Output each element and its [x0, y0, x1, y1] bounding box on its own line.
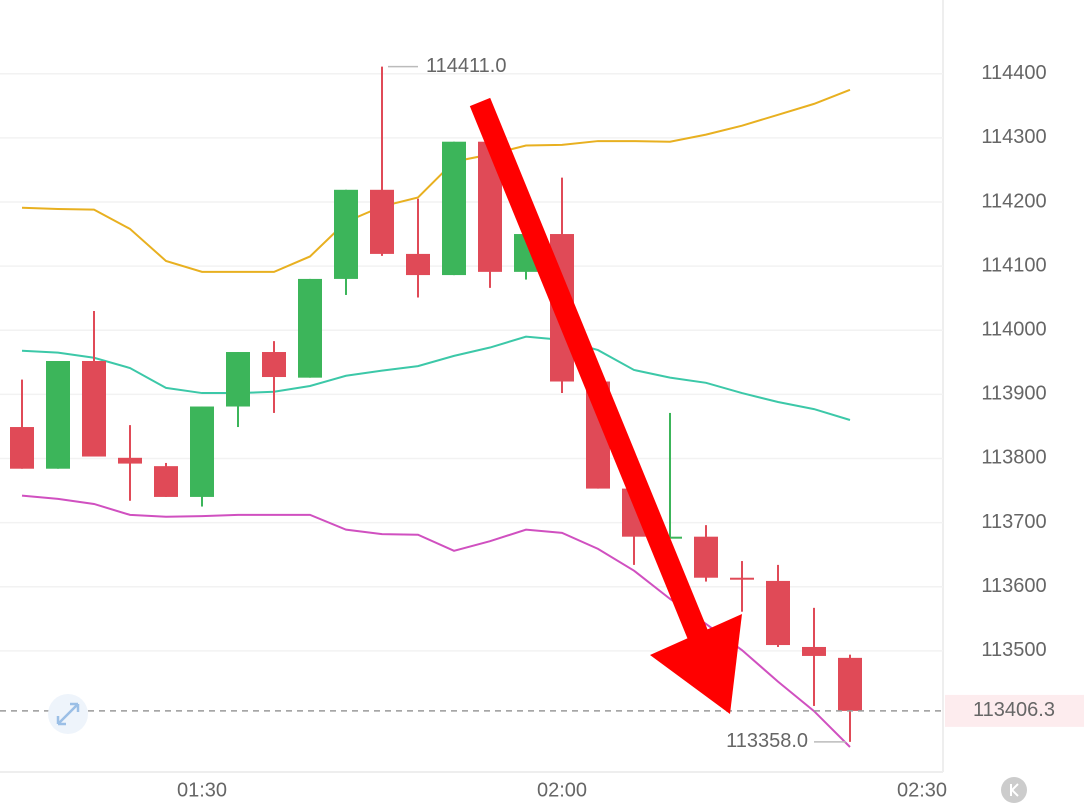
y-tick-label: 113700 [981, 511, 1046, 533]
candle-body [118, 457, 142, 464]
last-price-label: 113406.3 [973, 699, 1055, 721]
candle-body [442, 141, 466, 276]
candle-body [406, 253, 430, 276]
y-tick-label: 114000 [981, 318, 1046, 340]
y-tick-label: 114200 [981, 190, 1046, 212]
x-tick-label: 01:30 [177, 779, 227, 801]
candle-body [802, 646, 826, 656]
arrow-head [650, 614, 742, 714]
candle-body [766, 580, 790, 646]
y-tick-label: 113600 [981, 575, 1046, 597]
candle-body [82, 360, 106, 457]
candle-body [46, 360, 70, 469]
x-tick-label: 02:00 [537, 779, 587, 801]
candle-body [694, 536, 718, 578]
band-line [21, 88, 851, 273]
candle-body [190, 406, 214, 497]
high-label: 114411.0 [426, 55, 506, 77]
candle-body [298, 278, 322, 378]
kline-button[interactable] [1001, 777, 1027, 803]
candle-body [838, 657, 862, 711]
plot: 113500 113600 113700 113800 113900 114000 1141… [0, 55, 1084, 801]
arrow-shaft [469, 97, 711, 645]
expand-glyph [56, 702, 80, 726]
trend-arrow [469, 97, 742, 714]
x-tick-label: 02:30 [897, 779, 947, 801]
y-tick-label: 113800 [981, 447, 1046, 469]
candle-body [10, 427, 34, 469]
y-tick-label: 114100 [981, 254, 1046, 276]
candle-body [154, 466, 178, 497]
candle-body [334, 189, 358, 279]
low-label: 113358.0 [726, 730, 808, 752]
candle-body [226, 352, 250, 407]
candle-body [262, 352, 286, 378]
y-tick-label: 113900 [981, 383, 1046, 405]
candle-body [370, 189, 394, 254]
kline-glyph [1010, 783, 1019, 797]
y-tick-label: 113500 [981, 639, 1046, 661]
last-price-box [945, 694, 1084, 727]
y-tick-label: 114400 [981, 62, 1046, 84]
y-tick-label: 114300 [981, 126, 1046, 148]
band-line [21, 335, 851, 421]
candle-body [730, 577, 754, 580]
